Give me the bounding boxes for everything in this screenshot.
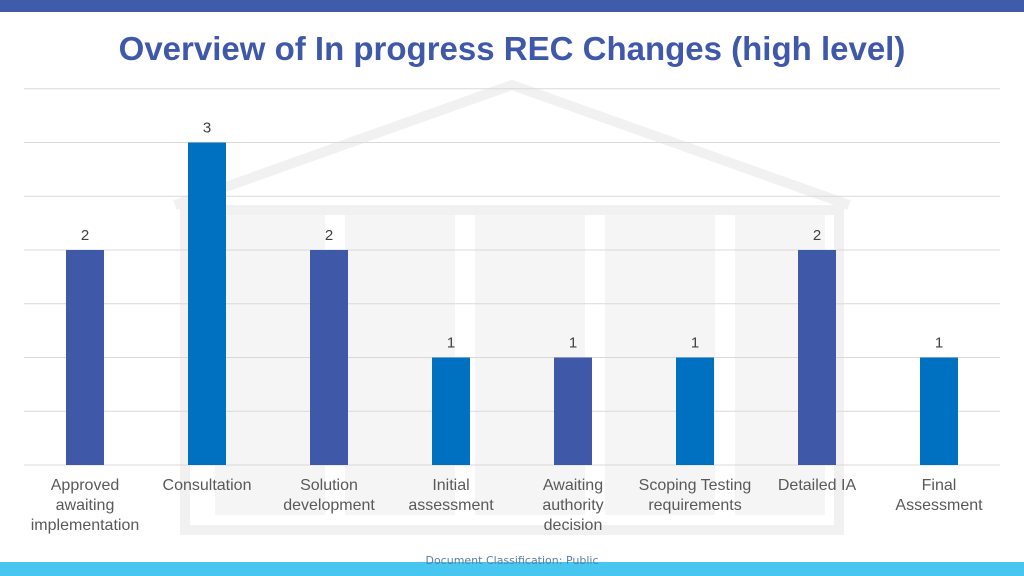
category-label-3: Solution development bbox=[283, 477, 375, 514]
document-classification-footer: Document Classification: Public bbox=[425, 554, 599, 567]
category-label-1: Approved awaiting implementation bbox=[30, 477, 140, 534]
bar-6 bbox=[676, 357, 714, 465]
category-label-6: Scoping Testing requirements bbox=[638, 477, 752, 514]
data-label-6: 1 bbox=[691, 335, 699, 352]
category-label-8: Final Assessment bbox=[895, 477, 983, 514]
bar-2 bbox=[188, 142, 226, 465]
category-label-4: Initial assessment bbox=[408, 477, 494, 514]
data-label-4: 1 bbox=[447, 335, 455, 352]
data-label-5: 1 bbox=[569, 335, 577, 352]
bar-3 bbox=[310, 250, 348, 465]
bar-7 bbox=[798, 250, 836, 465]
data-label-8: 1 bbox=[935, 335, 943, 352]
bar-5 bbox=[554, 357, 592, 465]
bottom-accent-bar bbox=[0, 562, 1024, 576]
category-label-5: Awaiting authority decision bbox=[542, 477, 604, 534]
bar-1 bbox=[66, 250, 104, 465]
data-label-2: 3 bbox=[203, 120, 211, 137]
bar-4 bbox=[432, 357, 470, 465]
data-label-7: 2 bbox=[813, 227, 821, 244]
category-label-2: Consultation bbox=[162, 477, 252, 494]
category-label-7: Detailed IA bbox=[777, 477, 857, 494]
data-label-3: 2 bbox=[325, 227, 333, 244]
bar-8 bbox=[920, 357, 958, 465]
data-label-1: 2 bbox=[81, 227, 89, 244]
page-title: Overview of In progress REC Changes (hig… bbox=[118, 30, 906, 67]
top-accent-bar bbox=[0, 0, 1024, 12]
